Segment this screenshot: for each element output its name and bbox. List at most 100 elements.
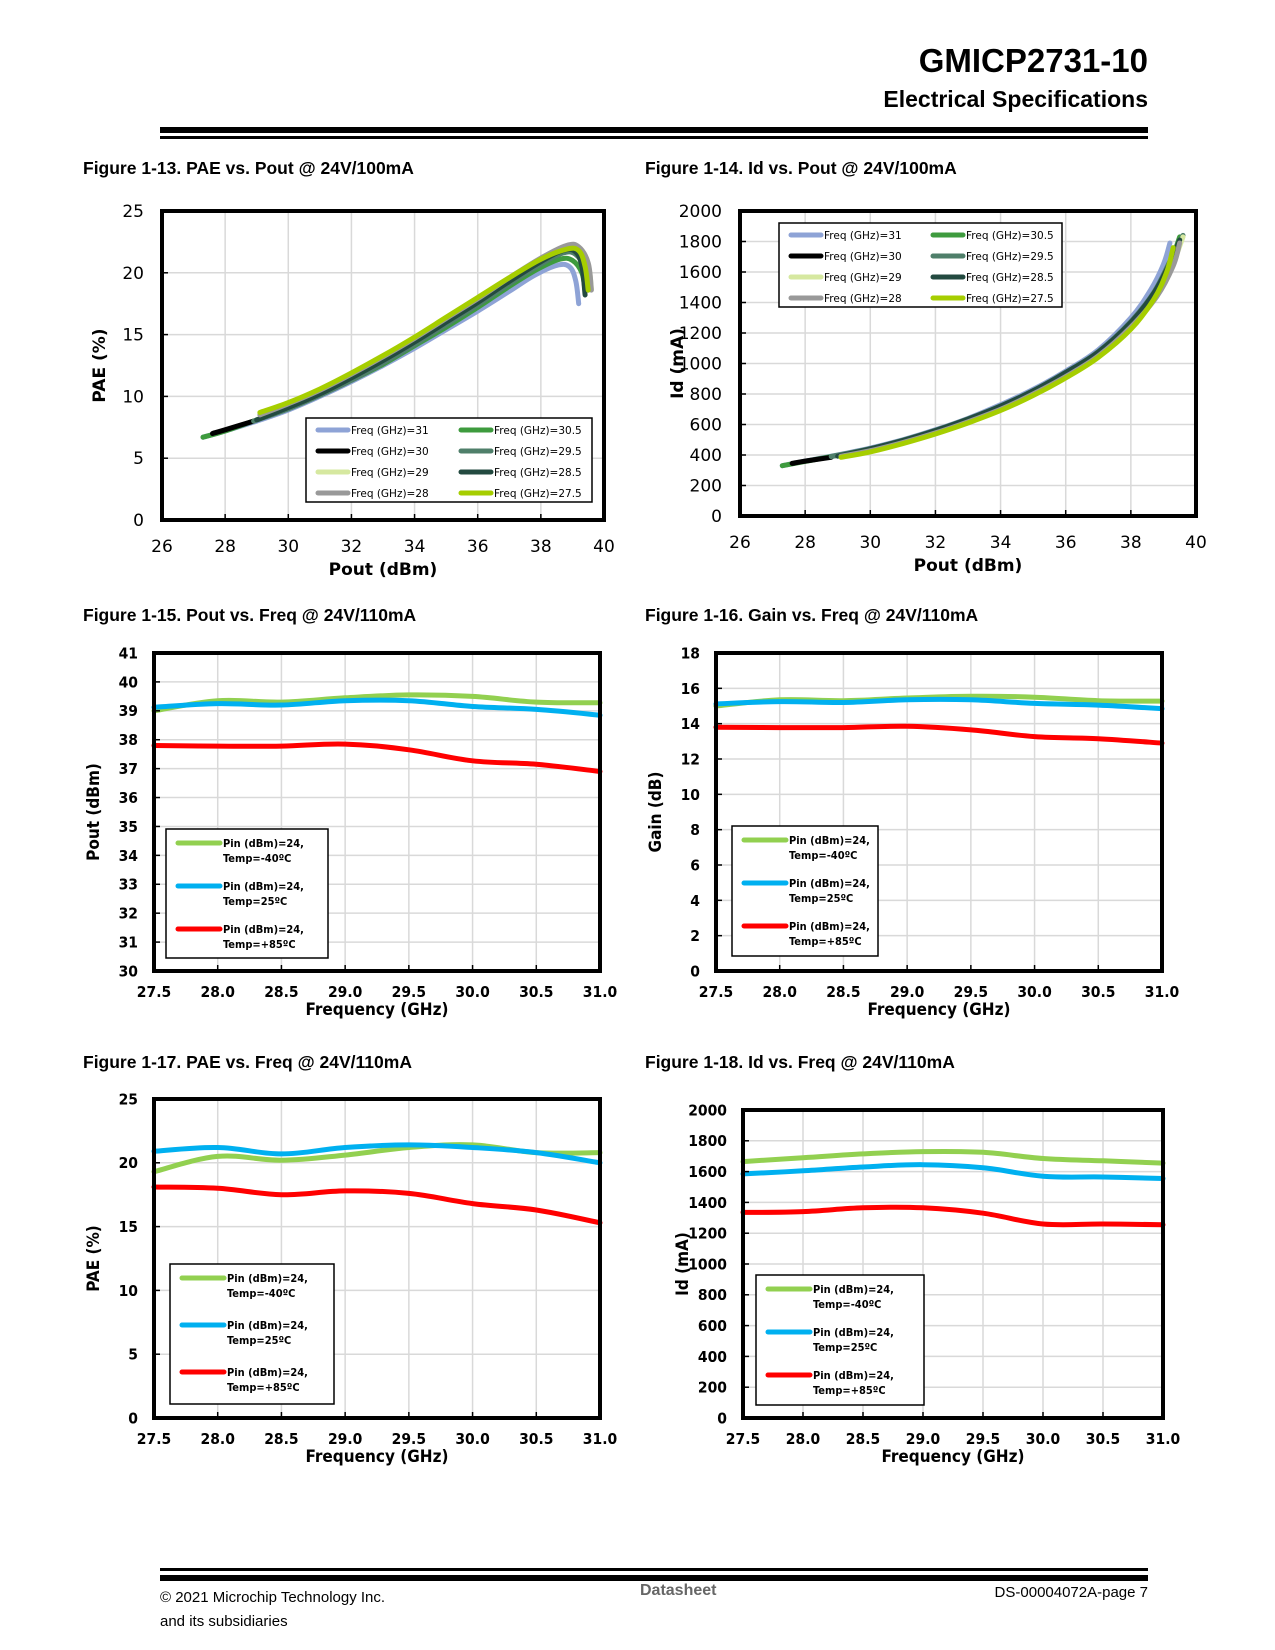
chart-svg: 26 28 30 32 34 36 38 40 0 5 10 15 20 25 Pout (dBm) PAE … [90,202,615,580]
legend-label: Pin (dBm)=24, [223,880,304,893]
x-tick-label: 29.0 [890,983,925,1001]
x-tick-label: 30.0 [1017,983,1052,1001]
y-tick-label: 1600 [688,1163,727,1181]
legend-box [731,825,879,957]
legend-label: Freq (GHz)=28.5 [966,272,1054,284]
chart-svg: 26 28 30 32 34 36 38 40020040060080010001200140… [668,202,1207,576]
series-line-2 [210,418,257,436]
y-axis-label: Gain (dB) [646,772,666,853]
x-tick-label: 28 [214,537,236,557]
chart-pae-vs-pout: 26 28 30 32 34 36 38 40 0 5 10 15 20 25 Pout (dBm) PAE … [80,195,640,585]
x-tick-label: 30 [859,533,881,553]
x-tick-label: 30.5 [519,1430,553,1448]
legend-label: Pin (dBm)=24, [227,1366,308,1379]
y-tick-label: 39 [119,702,138,720]
legend-label: Pin (dBm)=24, [789,877,870,890]
legend-label: Temp=+85ºC [789,935,862,948]
legend-label: Freq (GHz)=30 [351,446,429,458]
legend-label: Freq (GHz)=29.5 [966,251,1054,263]
y-axis-label: Id (mA) [673,1232,693,1296]
legend-label: Freq (GHz)=29 [824,272,902,284]
x-tick-label: 36 [1055,533,1077,553]
series-line-2 [151,1184,603,1226]
legend-label: Temp=-40ºC [813,1298,881,1311]
series-group [151,692,603,774]
chart-svg: 27.5 28.0 28.5 29.0 29.5 30.0 30.5 31.0 30 31 32 33… [84,644,618,1020]
y-tick-label: 800 [690,385,722,405]
y-tick-label: 32 [119,905,138,923]
series-group [779,232,1186,469]
legend-label: Pin (dBm)=24, [223,923,304,936]
y-tick-label: 200 [690,476,722,496]
series-line-1 [713,696,1165,712]
legend-label: Temp=-40ºC [227,1287,295,1300]
y-tick-label: 14 [681,715,701,733]
x-tick-label: 31.0 [583,983,618,1001]
document-title: GMICP2731-10 [918,42,1148,79]
x-tick-label: 28.0 [763,983,798,1001]
x-tick-label: 40 [1185,533,1207,553]
x-tick-label: 36 [467,537,489,557]
x-tick-label: 31.0 [1146,1430,1181,1448]
legend-label: Freq (GHz)=28 [351,488,429,500]
footer-copyright: © 2021 Microchip Technology Inc. and its… [160,1586,385,1634]
legend-label: Temp=25ºC [813,1341,877,1354]
y-tick-label: 1800 [679,232,722,252]
footer-rule-thick [160,1575,1148,1581]
x-tick-label: 30.5 [1086,1430,1120,1448]
y-tick-label: 1000 [688,1255,727,1273]
legend-label: Temp=-40ºC [789,849,857,862]
y-tick-label: 20 [122,264,144,284]
legend-label: Freq (GHz)=29.5 [494,446,582,458]
document-subtitle: Electrical Specifications [883,86,1148,112]
legend-label: Freq (GHz)=31 [824,230,902,242]
legend: Pin (dBm)=24, Temp=-40ºC Pin (dBm)=24, Temp… [755,1274,925,1406]
plot-frame [152,1097,602,1420]
footer-page-number: DS-00004072A-page 7 [994,1584,1148,1601]
legend-label: Freq (GHz)=30.5 [966,230,1054,242]
tick-labels: 27.5 28.0 28.5 29.0 29.5 30.0 30.5 31.0 0 2 4 6 8 10 1… [681,644,1180,1001]
legend-label: Temp=25ºC [223,895,287,908]
x-tick-label: 29.0 [328,983,363,1001]
x-tick-label: 31.0 [1145,983,1180,1001]
figure-caption-1-14: Figure 1-14. Id vs. Pout @ 24V/100mA [645,158,957,178]
x-tick-label: 30.0 [455,1430,490,1448]
y-tick-label: 800 [698,1286,727,1304]
y-tick-label: 35 [119,818,138,836]
legend-label: Temp=+85ºC [227,1381,300,1394]
x-tick-label: 29.0 [906,1430,941,1448]
legend-label: Pin (dBm)=24, [789,920,870,933]
series-line-2 [740,1204,1166,1228]
series-line-2 [713,723,1165,746]
x-tick-label: 29.5 [954,983,988,1001]
x-tick-label: 28.5 [826,983,860,1001]
footer-copyright-line1: © 2021 Microchip Technology Inc. [160,1589,386,1606]
x-axis-label: Frequency (GHz) [306,1447,449,1467]
legend: Pin (dBm)=24, Temp=-40ºC Pin (dBm)=24, Temp… [165,828,329,959]
chart-id-vs-freq: 27.5 28.0 28.5 29.0 29.5 30.0 30.5 31.0 0 200 400 6… [640,1095,1200,1475]
y-tick-label: 400 [690,446,722,466]
legend-box [755,1274,925,1406]
chart-svg: 27.5 28.0 28.5 29.0 29.5 30.0 30.5 31.0 0 2 4 6 8 10 1… [646,644,1180,1020]
x-tick-label: 30.0 [1026,1430,1061,1448]
x-tick-label: 26 [151,537,173,557]
series-line-7 [838,245,1176,460]
legend-label: Pin (dBm)=24, [227,1319,308,1332]
y-tick-label: 5 [128,1346,138,1364]
legend-box [305,417,593,503]
plot-frame [152,651,602,973]
footer-rule-thin [160,1568,1148,1571]
figure-caption-1-18: Figure 1-18. Id vs. Freq @ 24V/110mA [645,1052,955,1072]
legend-label: Temp=-40ºC [223,852,291,865]
y-tick-label: 10 [681,786,701,804]
series-line-1 [740,1162,1166,1181]
y-tick-label: 10 [119,1282,139,1300]
chart-id-vs-pout: 26 28 30 32 34 36 38 40 0 200 400 600 800 1000 1200 140… [640,195,1207,585]
x-tick-label: 40 [593,537,615,557]
chart-gain-vs-freq: 27.5 28.0 28.5 29.0 29.5 30.0 30.5 31.0 0 2 4 6 8 10 1… [640,640,1200,1035]
y-tick-label: 15 [119,1218,138,1236]
figure-caption-1-17: Figure 1-17. PAE vs. Freq @ 24V/110mA [83,1052,412,1072]
series-line-1 [151,1142,603,1166]
y-tick-label: 600 [698,1317,727,1335]
y-tick-label: 34 [119,847,139,865]
